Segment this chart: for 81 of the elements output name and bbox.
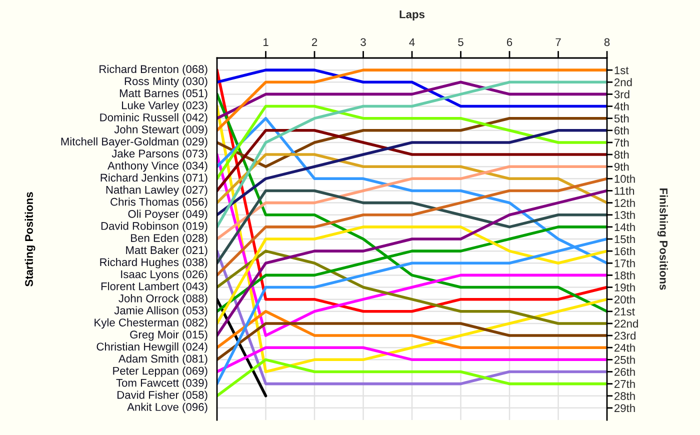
series-label: Anthony Vince (034) (108, 161, 208, 172)
series-label: Oli Poyser (049) (128, 210, 208, 220)
y-tick-label: 5th (614, 114, 629, 122)
y-tick-label: 3rd (614, 90, 630, 98)
y-tick-label: 10th (614, 174, 635, 183)
line-series (217, 358, 607, 398)
y-tick-label: 6th (614, 126, 629, 135)
y-tick-label: 12th (614, 198, 635, 207)
series-label: David Fisher (058) (118, 390, 208, 402)
x-tick-label: 1 (264, 38, 268, 46)
series-label: Florent Lambert (043) (101, 282, 208, 292)
series-label: Peter Leppan (069) (113, 366, 208, 377)
series-label: Christian Hewgill (024) (96, 342, 208, 353)
y-tick-label: 11th (614, 186, 634, 195)
y-tick-label: 2nd (614, 78, 632, 86)
text: Starting Positions (24, 192, 36, 286)
series-label: Luke Varley (023) (122, 101, 208, 112)
y-tick-label: 23rd (614, 332, 636, 340)
x-tick-label: 5 (458, 38, 464, 46)
series-label: Richard Jenkins (071) (100, 173, 208, 184)
line-series (217, 189, 607, 337)
line-series (217, 165, 607, 240)
y-tick-label: 26th (614, 368, 635, 376)
y-tick-label: 8th (614, 150, 629, 159)
x-tick-label: 3 (360, 38, 366, 46)
series-label: Greg Moir (015) (130, 330, 208, 341)
y-tick-label: 16th (614, 247, 635, 256)
line-series (217, 116, 607, 168)
line-series (217, 104, 607, 180)
y-tick-label: 9th (614, 162, 629, 171)
series-label: Adam Smith (081) (118, 354, 208, 365)
y-tick-label: 29th (614, 404, 635, 412)
y-tick-label: 20th (614, 295, 635, 304)
series-label: Ben Eden (028) (131, 234, 208, 244)
series-label: Tom Fawcett (039) (116, 378, 208, 389)
y-tick-label: 14th (614, 222, 635, 232)
y-tick-label: 18th (614, 271, 635, 280)
line-series (217, 177, 607, 277)
x-axis-title: Laps (400, 10, 425, 20)
series-label: David Robinson (019) (101, 222, 208, 232)
y-axis-title: Finishing Positions (657, 188, 668, 290)
x-tick-label: 6 (506, 38, 512, 46)
y-tick-label: 17th (614, 259, 635, 268)
line-series (217, 189, 607, 265)
series-label: Richard Brenton (068) (100, 64, 208, 76)
series-label: Dominic Russell (042) (100, 113, 208, 124)
x-tick-label: 7 (556, 38, 561, 46)
series-label: Matt Barnes (051) (120, 89, 208, 100)
series-label: John Orrock (088) (118, 294, 208, 305)
y-tick-label: 22nd (614, 319, 638, 328)
y-tick-label: 21st (614, 308, 635, 316)
series-label: Jamie Allison (053) (114, 306, 208, 317)
line-series (217, 129, 607, 216)
y-tick-label: 27th (614, 380, 635, 388)
line-series (217, 250, 607, 325)
y-tick-label: 19th (614, 283, 635, 292)
series-label: Richard Hughes (038) (100, 258, 208, 268)
y-tick-label: 1st (614, 66, 629, 74)
line-series (217, 80, 607, 228)
y-tick-label: 15th (614, 234, 635, 244)
series-label: Nathan Lawley (027) (106, 186, 208, 196)
y-tick-label: 4th (614, 102, 629, 110)
y-tick-label: 7th (614, 138, 629, 147)
series-label: Matt Baker (021) (126, 246, 208, 256)
y-tick-label: 24th (614, 344, 635, 352)
line-series (217, 153, 607, 204)
series-label: John Stewart (009) (114, 125, 208, 136)
series-label: Kyle Chesterman (082) (94, 318, 208, 329)
x-tick-label: 2 (312, 38, 318, 46)
x-tick-label: 4 (409, 38, 415, 46)
text: Ankit Love (096) (127, 402, 208, 414)
series-label: Ross Minty (030) (124, 76, 208, 88)
series-label: Mitchell Bayer-Goldman (029) (61, 137, 208, 148)
y-tick-label: 25th (614, 356, 635, 364)
series-label: Jake Parsons (073) (112, 149, 208, 160)
y-tick-label: 13th (614, 210, 635, 219)
x-tick-label: 8 (604, 38, 610, 46)
y-tick-label: 28th (614, 392, 635, 400)
series-label: Isaac Lyons (026) (121, 270, 208, 280)
line-series (217, 129, 607, 192)
series-label: Chris Thomas (056) (110, 198, 208, 208)
